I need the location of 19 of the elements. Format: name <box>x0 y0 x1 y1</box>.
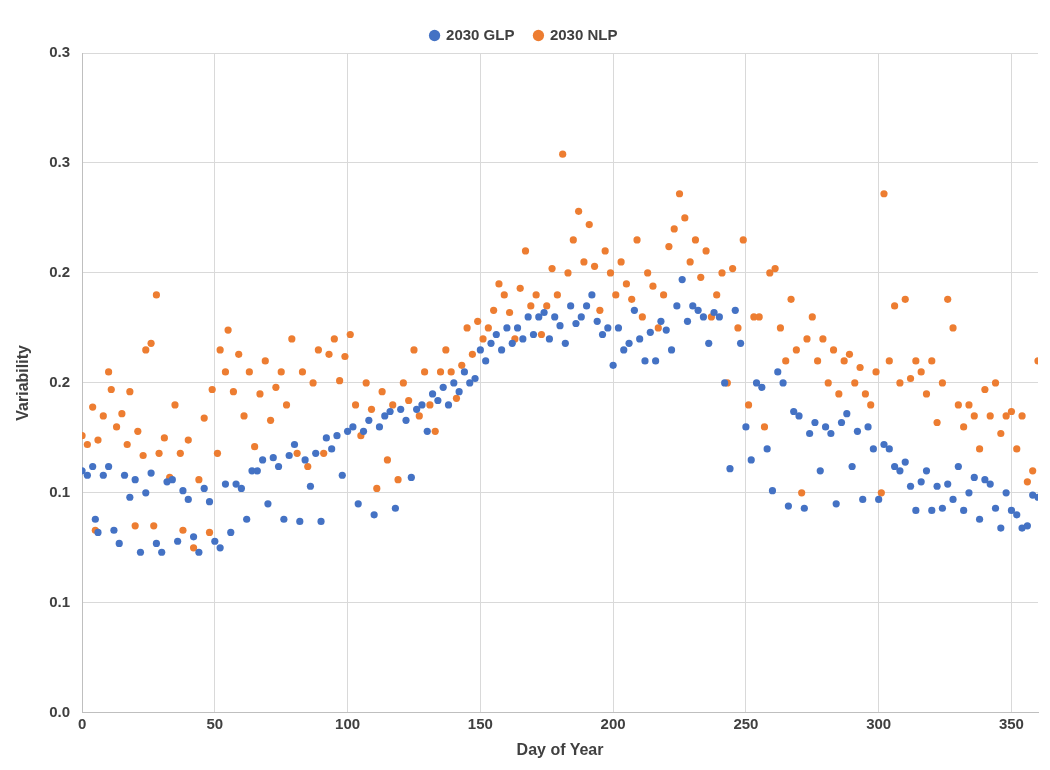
x-tick-label: 350 <box>998 714 1024 732</box>
y-tick-label: 0.3 <box>49 153 71 171</box>
legend-label: 2030 GLP <box>446 25 515 43</box>
x-tick-label: 250 <box>733 714 759 732</box>
x-tick-label: 300 <box>866 714 892 732</box>
x-tick-label: 0 <box>77 714 87 732</box>
y-tick-label: 0.1 <box>49 592 71 610</box>
y-tick-label: 0.0 <box>49 702 71 720</box>
y-tick-label: 0.3 <box>49 43 71 61</box>
x-tick-label: 100 <box>335 714 361 732</box>
x-axis-title: Day of Year <box>516 740 604 758</box>
legend-label: 2030 NLP <box>549 25 618 43</box>
y-axis-title: Variability <box>14 345 32 421</box>
x-tick-label: 50 <box>206 714 224 732</box>
y-tick-label: 0.1 <box>49 483 71 501</box>
y-tick-label: 0.2 <box>49 263 71 281</box>
x-tick-label: 200 <box>600 714 626 732</box>
y-tick-label: 0.2 <box>49 373 71 391</box>
x-tick-label: 150 <box>467 714 493 732</box>
